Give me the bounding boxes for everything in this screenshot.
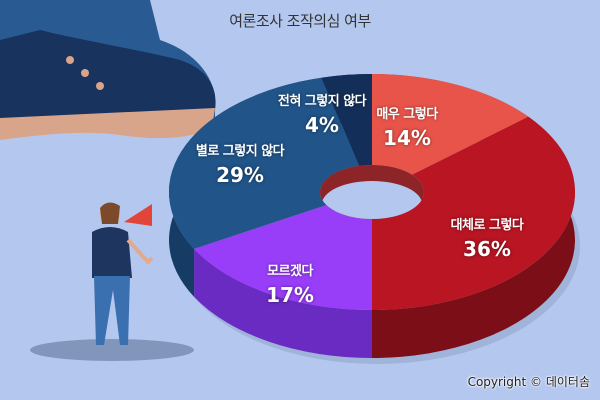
- copyright-text: Copyright © 데이터솜: [467, 375, 590, 389]
- pie-slice: [372, 74, 529, 175]
- slice-label: 매우 그렇다 14%: [376, 103, 438, 150]
- slice-label: 모르겠다 17%: [266, 260, 314, 307]
- slice-value: 17%: [266, 283, 314, 307]
- slice-label: 별로 그렇지 않다 29%: [195, 140, 285, 187]
- pie-slice-side: [194, 248, 372, 358]
- slice-name: 대체로 그렇다: [450, 218, 524, 233]
- pie-hole: [322, 181, 422, 219]
- slice-value: 14%: [383, 126, 431, 150]
- slice-label: 대체로 그렇다 36%: [451, 214, 524, 261]
- pie-slice-side: [372, 116, 575, 358]
- pie-slice: [168, 77, 360, 249]
- slice-value: 36%: [463, 237, 511, 261]
- slice-name: 매우 그렇다: [376, 107, 438, 122]
- pie-slice: [321, 74, 372, 166]
- slice-value: 29%: [216, 163, 264, 187]
- pie-slice: [194, 205, 372, 310]
- pie-slice: [372, 116, 575, 310]
- person-with-megaphone-icon: [30, 202, 194, 361]
- boot-icon: [0, 0, 216, 140]
- slice-name: 모르겠다: [267, 264, 313, 279]
- slice-name: 별로 그렇지 않다: [195, 144, 285, 159]
- slice-label: 전혀 그렇지 않다 4%: [277, 90, 367, 137]
- slice-name: 전혀 그렇지 않다: [277, 94, 367, 109]
- chart-title: 여론조사 조작의심 여부: [229, 12, 371, 30]
- slice-value: 4%: [305, 113, 339, 137]
